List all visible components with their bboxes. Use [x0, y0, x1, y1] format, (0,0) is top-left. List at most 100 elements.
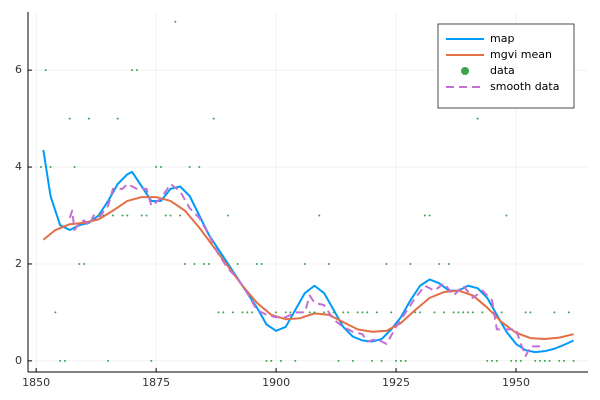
data-point	[534, 359, 537, 362]
data-point	[78, 262, 81, 265]
data-point	[63, 359, 66, 362]
data-point	[73, 166, 76, 169]
data-point	[308, 311, 311, 314]
data-point	[414, 311, 417, 314]
y-tick-label: 4	[15, 160, 22, 173]
data-point	[265, 359, 268, 362]
data-point	[332, 311, 335, 314]
data-point	[428, 214, 431, 217]
y-tick-label: 0	[15, 354, 22, 367]
data-point	[102, 214, 105, 217]
series-line	[68, 183, 541, 358]
data-point	[524, 311, 527, 314]
data-point	[44, 69, 47, 72]
legend-label: map	[490, 32, 514, 45]
data-point	[476, 117, 479, 120]
data-point	[495, 359, 498, 362]
data-point	[203, 262, 206, 265]
data-point	[337, 359, 340, 362]
data-point	[174, 20, 177, 23]
x-tick-label: 1950	[502, 376, 530, 389]
x-tick-label: 1875	[142, 376, 170, 389]
data-point	[481, 311, 484, 314]
data-point	[457, 311, 460, 314]
data-point	[500, 311, 503, 314]
data-point	[510, 359, 513, 362]
data-point	[49, 166, 52, 169]
y-tick-label: 2	[15, 257, 22, 270]
data-point	[529, 311, 532, 314]
data-point	[548, 359, 551, 362]
data-point	[179, 214, 182, 217]
data-point	[486, 359, 489, 362]
data-point	[198, 166, 201, 169]
data-point	[188, 166, 191, 169]
data-point	[409, 262, 412, 265]
x-tick-label: 1900	[262, 376, 290, 389]
data-point	[227, 214, 230, 217]
data-point	[126, 214, 129, 217]
data-point	[399, 359, 402, 362]
data-point	[246, 311, 249, 314]
data-point	[270, 359, 273, 362]
data-point	[327, 262, 330, 265]
data-point	[212, 117, 215, 120]
data-point	[462, 311, 465, 314]
data-point	[313, 311, 316, 314]
data-point	[140, 214, 143, 217]
data-point	[169, 214, 172, 217]
data-point	[111, 214, 114, 217]
data-point	[39, 166, 42, 169]
data-point	[471, 311, 474, 314]
data-point	[385, 262, 388, 265]
data-point	[375, 311, 378, 314]
legend-label: smooth data	[490, 80, 559, 93]
data-point	[342, 311, 345, 314]
data-point	[135, 69, 138, 72]
data-point	[222, 311, 225, 314]
data-point	[467, 311, 470, 314]
data-point	[323, 311, 326, 314]
data-point	[294, 359, 297, 362]
data-point	[356, 311, 359, 314]
data-point	[572, 359, 575, 362]
data-point	[380, 359, 383, 362]
data-point	[515, 359, 518, 362]
data-point	[131, 69, 134, 72]
data-point	[519, 359, 522, 362]
legend-label: data	[490, 64, 515, 77]
data-point	[145, 214, 148, 217]
data-point	[452, 311, 455, 314]
data-point	[447, 262, 450, 265]
data-point	[275, 311, 278, 314]
data-point	[54, 311, 57, 314]
x-tick-label: 1925	[382, 376, 410, 389]
data-point	[361, 311, 364, 314]
data-point	[543, 359, 546, 362]
legend: map mgvi mean data smooth data	[437, 23, 575, 109]
data-point	[289, 311, 292, 314]
x-tick-label: 1850	[22, 376, 50, 389]
data-point	[159, 166, 162, 169]
data-point	[558, 359, 561, 362]
series-line	[42, 149, 575, 354]
data-point	[164, 214, 167, 217]
data-point	[87, 117, 90, 120]
data-point	[563, 359, 566, 362]
data-point	[59, 359, 62, 362]
data-point	[121, 214, 124, 217]
data-point	[150, 359, 153, 362]
data-point	[183, 262, 186, 265]
data-point	[236, 262, 239, 265]
data-point	[260, 262, 263, 265]
data-point	[303, 262, 306, 265]
data-point	[116, 117, 119, 120]
data-point	[68, 117, 71, 120]
data-point	[318, 214, 321, 217]
data-point	[231, 311, 234, 314]
data-point	[395, 359, 398, 362]
data-point	[553, 311, 556, 314]
series-line	[42, 196, 574, 341]
data-point	[505, 214, 508, 217]
